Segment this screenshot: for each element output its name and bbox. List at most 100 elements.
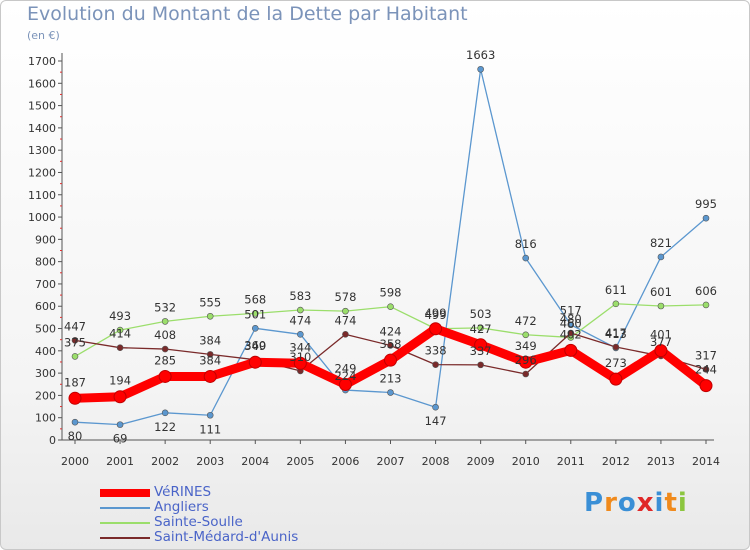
data-point xyxy=(338,377,352,391)
data-label: 460 xyxy=(560,316,582,330)
x-tick-label: 2001 xyxy=(106,455,134,468)
y-tick-label: 400 xyxy=(35,345,56,358)
data-point xyxy=(297,331,304,338)
data-label: 417 xyxy=(605,326,627,340)
data-label: 474 xyxy=(289,313,311,327)
x-tick-label: 2004 xyxy=(241,455,269,468)
y-tick-label: 1400 xyxy=(28,122,56,135)
data-point xyxy=(654,344,668,358)
data-point xyxy=(612,300,620,308)
x-tick-label: 2003 xyxy=(196,455,224,468)
proxiti-logo: Proxiti xyxy=(584,488,688,518)
y-tick-label: 1700 xyxy=(28,55,56,68)
data-label: 273 xyxy=(605,356,627,370)
legend-label: VéRINES xyxy=(154,484,212,500)
data-point xyxy=(71,337,79,344)
data-point xyxy=(116,421,124,428)
data-label: 606 xyxy=(695,284,717,298)
data-label: 493 xyxy=(109,309,131,323)
data-label: 408 xyxy=(154,328,176,342)
data-label: 601 xyxy=(650,285,672,299)
data-label: 296 xyxy=(515,353,537,367)
x-tick-label: 2005 xyxy=(286,455,314,468)
data-label: 611 xyxy=(605,283,627,297)
y-tick-label: 900 xyxy=(35,233,56,246)
legend-label: Sainte-Soulle xyxy=(154,514,243,530)
logo-letter: r xyxy=(604,488,618,518)
data-label: 501 xyxy=(244,307,266,321)
data-label: 598 xyxy=(380,286,402,300)
data-point xyxy=(702,214,710,222)
data-point xyxy=(657,302,665,310)
data-label: 821 xyxy=(650,236,672,250)
data-point xyxy=(657,253,665,261)
data-point xyxy=(477,65,484,73)
x-tick-label: 2010 xyxy=(512,455,540,468)
data-label: 147 xyxy=(425,414,447,428)
y-tick-label: 0 xyxy=(49,434,56,447)
data-label: 583 xyxy=(289,289,311,303)
x-tick-label: 2009 xyxy=(467,455,495,468)
y-tick-label: 1600 xyxy=(28,77,56,90)
data-point xyxy=(474,338,488,352)
y-tick-label: 1200 xyxy=(28,166,56,179)
data-point xyxy=(699,379,713,393)
unit-label: (en €) xyxy=(27,29,60,42)
data-point xyxy=(432,361,439,368)
data-point xyxy=(522,370,530,378)
data-label: 244 xyxy=(695,363,717,377)
data-point xyxy=(609,372,623,386)
logo-letter: o xyxy=(617,488,637,518)
data-point xyxy=(342,331,349,338)
legend-label: Angliers xyxy=(154,499,209,515)
y-tick-label: 1100 xyxy=(28,189,56,202)
data-label: 249 xyxy=(334,361,356,375)
data-label: 816 xyxy=(515,237,537,251)
data-label: 1663 xyxy=(466,48,495,62)
data-point xyxy=(206,411,214,419)
data-label: 503 xyxy=(470,307,492,321)
data-label: 499 xyxy=(425,306,447,320)
data-point xyxy=(522,254,530,262)
data-label: 517 xyxy=(560,304,582,318)
data-label: 360 xyxy=(244,339,266,353)
y-tick-label: 1300 xyxy=(28,144,56,157)
data-point xyxy=(387,303,394,310)
data-label: 499 xyxy=(425,308,447,322)
data-label: 413 xyxy=(605,327,627,341)
data-label: 338 xyxy=(425,344,447,358)
data-label: 375 xyxy=(64,335,86,349)
y-tick-label: 1000 xyxy=(28,211,56,224)
chart-title: Evolution du Montant de la Dette par Hab… xyxy=(27,3,468,25)
data-label: 578 xyxy=(334,290,356,304)
data-point xyxy=(477,324,484,332)
y-tick-label: 300 xyxy=(35,367,56,380)
data-point xyxy=(161,345,169,353)
data-label: 344 xyxy=(289,340,311,354)
data-point xyxy=(248,355,262,369)
data-label: 427 xyxy=(470,322,492,336)
data-point xyxy=(251,310,259,317)
data-point xyxy=(702,366,710,373)
logo-letter: i xyxy=(677,488,688,518)
logo-letter: P xyxy=(584,488,605,518)
data-point xyxy=(158,369,172,383)
y-tick-label: 800 xyxy=(35,256,56,269)
data-label: 384 xyxy=(199,353,221,367)
data-point xyxy=(297,306,304,314)
x-tick-label: 2006 xyxy=(331,455,359,468)
data-point xyxy=(612,343,620,351)
legend-label: Saint-Médard-d'Aunis xyxy=(154,529,299,545)
data-label: 474 xyxy=(334,313,356,327)
data-point xyxy=(251,325,259,332)
x-tick-label: 2011 xyxy=(557,455,585,468)
data-label: 122 xyxy=(154,420,176,434)
data-point xyxy=(203,369,217,383)
legend-swatch xyxy=(100,507,150,509)
data-point xyxy=(206,312,214,320)
data-point xyxy=(161,409,169,417)
data-label: 213 xyxy=(380,372,402,386)
x-tick-label: 2007 xyxy=(377,455,405,468)
legend-swatch xyxy=(100,522,150,524)
